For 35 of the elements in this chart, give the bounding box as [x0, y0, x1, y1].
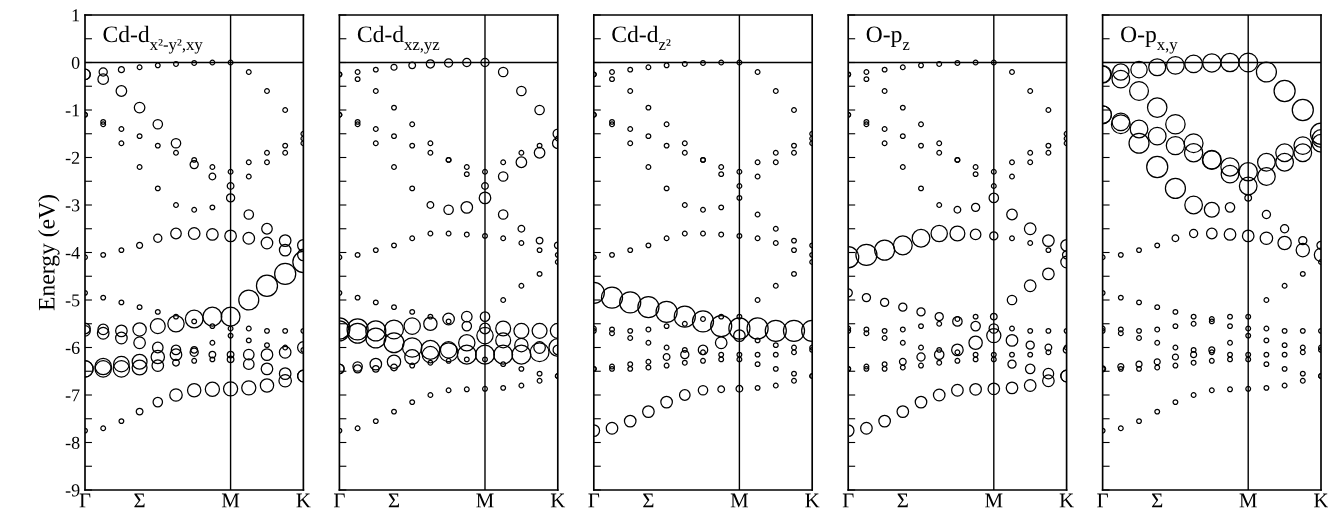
y-tick-label: -3: [65, 199, 80, 212]
text: Cd-dxz,yz: [357, 25, 440, 54]
x-tick-label: M: [221, 493, 240, 508]
x-tick-label: Σ: [388, 493, 400, 508]
x-tick-label: K: [1314, 493, 1328, 508]
y-axis-title: Energy (eV): [38, 195, 60, 311]
x-tick-label: Σ: [1151, 493, 1163, 508]
x-tick-label: Σ: [897, 493, 908, 508]
y-tick-label: -9: [65, 484, 80, 497]
y-tick-label: -2: [65, 151, 80, 164]
chart-title: Cd-dz²: [612, 25, 671, 51]
x-tick-label: Σ: [134, 493, 145, 508]
x-tick-label: Γ: [79, 493, 91, 508]
x-tick-label: K: [296, 493, 311, 508]
x-tick-label: M: [985, 493, 1003, 508]
x-tick-label: K: [550, 493, 566, 508]
x-tick-label: Γ: [588, 493, 600, 508]
y-tick-label: 1: [72, 9, 80, 22]
y-tick-label: -6: [65, 341, 80, 354]
y-tick-label: 0: [71, 56, 80, 69]
y-tick-label: -8: [65, 436, 80, 449]
x-tick-label: K: [805, 493, 820, 508]
text: Cd-dx²-y²,xy: [103, 25, 203, 54]
y-tick-label: -4: [65, 246, 80, 259]
x-tick-label: Γ: [842, 493, 854, 508]
y-tick-label: -1: [65, 104, 80, 117]
x-tick-label: M: [1239, 493, 1257, 508]
x-tick-label: K: [1059, 493, 1074, 508]
x-tick-label: M: [730, 493, 749, 508]
y-tick-label: -7: [65, 389, 80, 402]
x-tick-label: Γ: [1097, 493, 1108, 508]
x-tick-label: Γ: [333, 493, 345, 508]
x-tick-label: Σ: [643, 493, 654, 508]
y-tick-label: -5: [65, 294, 80, 307]
x-tick-label: M: [476, 493, 494, 508]
